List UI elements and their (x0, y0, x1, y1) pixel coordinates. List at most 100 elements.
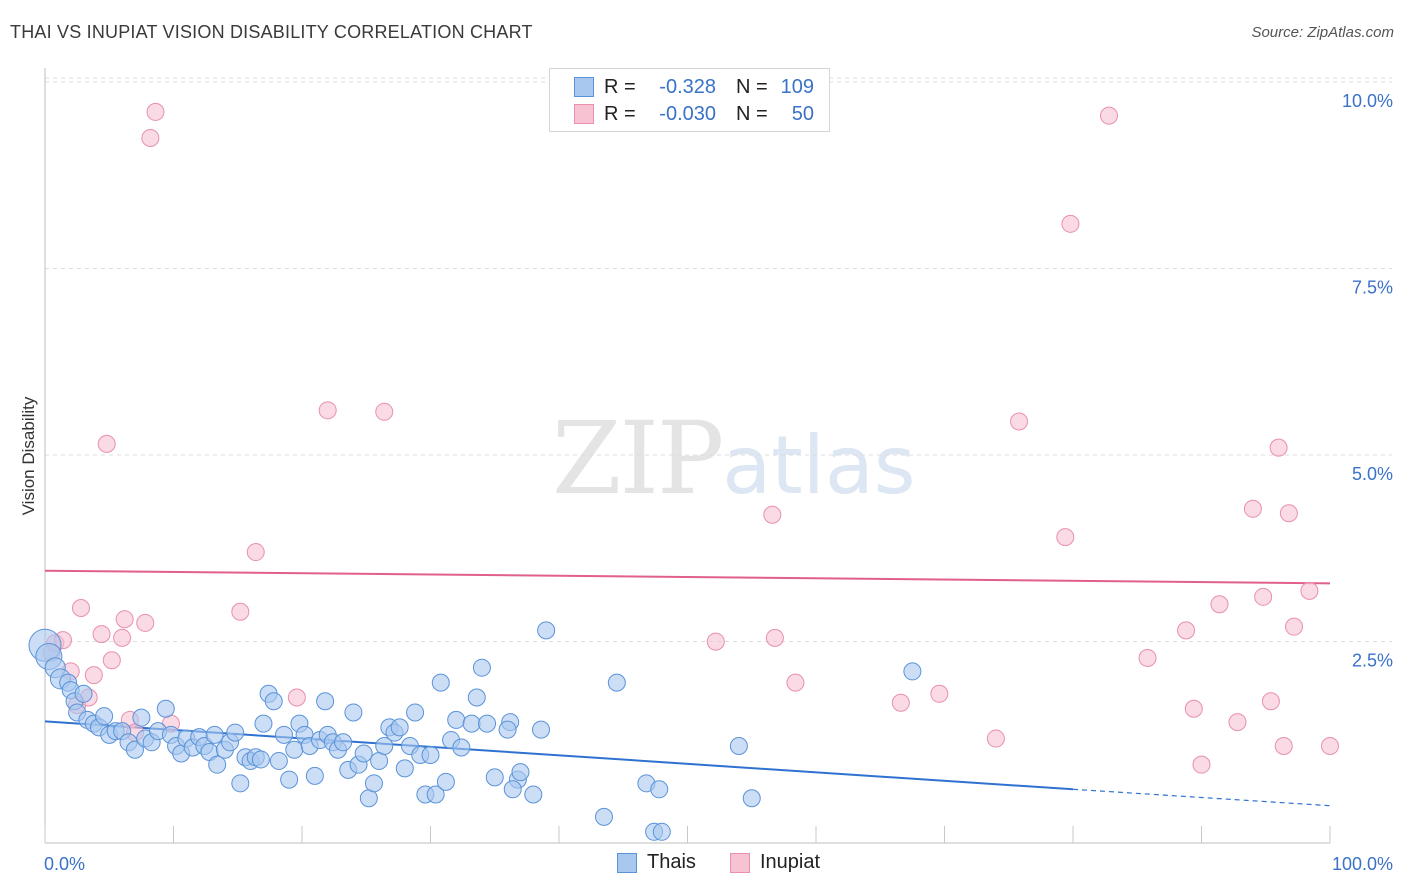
inupiat-swatch (574, 104, 594, 124)
thais-point (485, 768, 504, 787)
inupiat-point (231, 602, 250, 621)
thais-point (421, 745, 440, 764)
thais-point (364, 774, 383, 793)
y-tick-labels: 2.5% 5.0% 7.5% 10.0% (1342, 91, 1393, 671)
inupiat-point (1056, 528, 1075, 547)
thais-point (226, 723, 245, 742)
inupiat-point (1099, 106, 1118, 125)
thais-point (74, 684, 93, 703)
thais-point (231, 774, 250, 793)
thais-point (478, 714, 497, 733)
legend: R = -0.328 N = 109 R = -0.030 N = 50 (549, 68, 830, 132)
thais-point (359, 789, 378, 808)
x-tick-label: 100.0% (1332, 854, 1393, 874)
thais-point (462, 714, 481, 733)
legend-row-thais: R = -0.328 N = 109 (574, 74, 814, 100)
inupiat-point (1279, 504, 1298, 523)
y-tick-label: 5.0% (1352, 464, 1393, 484)
thais-legend-label: Thais (647, 851, 696, 873)
chart-title: THAI VS INUPIAT VISION DISABILITY CORREL… (10, 22, 533, 42)
inupiat-point (786, 673, 805, 692)
inupiat-legend-label: Inupiat (760, 851, 821, 873)
thais-point (537, 621, 556, 640)
inupiat-point (1254, 587, 1273, 606)
inupiat-point (84, 666, 103, 685)
thais-point (742, 789, 761, 808)
inupiat-point (1061, 214, 1080, 233)
thais-point (532, 720, 551, 739)
inupiat-point (375, 402, 394, 421)
thais-point (452, 738, 471, 757)
bottom-legend-thais: Thais (617, 851, 696, 874)
thais-point (729, 737, 748, 756)
inupiat-n-label: N = (736, 102, 768, 125)
thais-point (205, 725, 224, 744)
inupiat-r-label: R = (604, 102, 636, 125)
thais-point (594, 807, 613, 826)
inupiat-point (1228, 713, 1247, 732)
inupiat-r-value: -0.030 (659, 102, 716, 125)
thais-point (370, 751, 389, 770)
y-tick-label: 10.0% (1342, 91, 1393, 111)
thais-point (354, 744, 373, 763)
inupiat-point (1184, 699, 1203, 718)
inupiat-point (930, 684, 949, 703)
thais-point (375, 737, 394, 756)
y-tick-label: 7.5% (1352, 278, 1393, 298)
inupiat-point (113, 628, 132, 647)
thais-point (503, 780, 522, 799)
thais-point (344, 703, 363, 722)
inupiat-point (71, 599, 90, 618)
inupiat-point (318, 401, 337, 420)
thais-point (251, 750, 270, 769)
thais-point (607, 673, 626, 692)
source-label: Source: ZipAtlas.com (1251, 24, 1394, 41)
inupiat-point (136, 613, 155, 632)
inupiat-point (1261, 692, 1280, 711)
inupiat-point (1243, 499, 1262, 518)
thais-point (903, 662, 922, 681)
inupiat-points (42, 102, 1339, 774)
thais-n-value: 109 (780, 75, 814, 98)
inupiat-point (1010, 412, 1029, 431)
inupiat-point (1192, 755, 1211, 774)
inupiat-point (246, 543, 265, 562)
inupiat-point (706, 632, 725, 651)
thais-point (511, 763, 530, 782)
thais-point (395, 759, 414, 778)
inupiat-n-value: 50 (791, 102, 814, 125)
thais-point (447, 710, 466, 729)
thais-swatch (574, 77, 594, 97)
thais-r-value: -0.328 (659, 75, 716, 98)
inupiat-point (1285, 617, 1304, 636)
thais-r-label: R = (604, 75, 636, 98)
y-tick-label: 2.5% (1352, 651, 1393, 671)
inupiat-point (141, 129, 160, 148)
inupiat-point (146, 102, 165, 121)
zipatlas-watermark: ZIPatlas (552, 400, 916, 517)
inupiat-point (891, 693, 910, 712)
inupiat-point (1300, 581, 1319, 600)
inupiat-point (115, 610, 134, 629)
thais-point (472, 658, 491, 677)
inupiat-trend-line (44, 569, 1331, 585)
thais-point (436, 772, 455, 791)
x-tick-labels: 0.0% 100.0% (44, 854, 1393, 874)
inupiat-point (287, 688, 306, 707)
thais-n-label: N = (736, 75, 768, 98)
thais-point (275, 725, 294, 744)
thais-point (132, 708, 151, 727)
inupiat-point (1321, 737, 1339, 756)
thais-legend-swatch (617, 852, 637, 873)
thais-point (652, 822, 671, 841)
thais-point (406, 703, 425, 722)
inupiat-legend-swatch (730, 852, 750, 873)
inupiat-point (1210, 595, 1229, 614)
y-axis-label: Vision Disability (19, 396, 38, 515)
thais-trend-extension (1072, 788, 1331, 807)
thais-point (95, 707, 114, 726)
thais-point (285, 740, 304, 759)
axis-ticks (44, 826, 1331, 843)
thais-point (334, 733, 353, 752)
